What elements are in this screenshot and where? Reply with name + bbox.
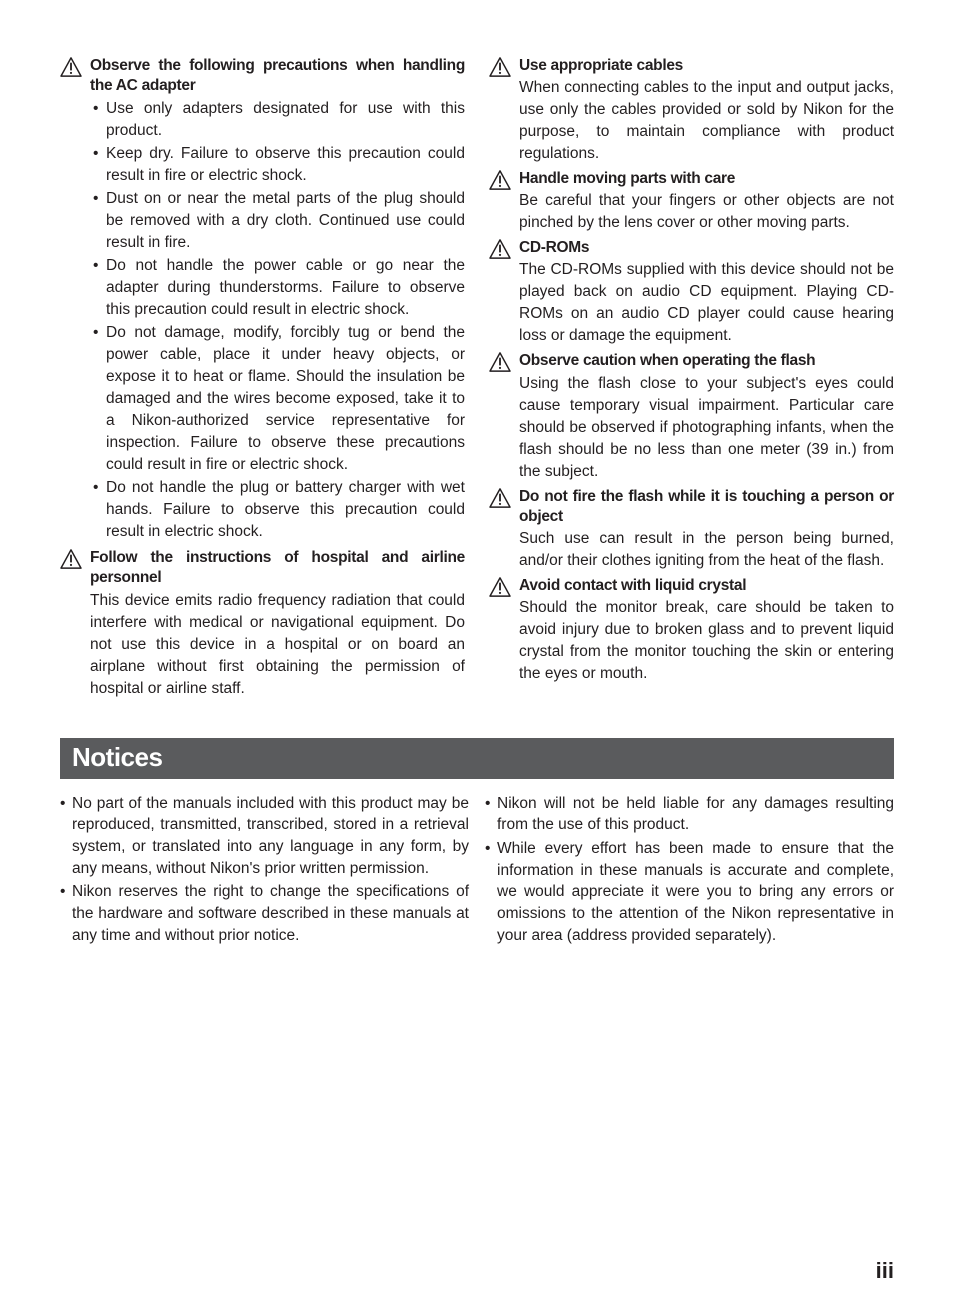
warning-body: Should the monitor break, care should be… xyxy=(519,597,894,685)
notices-list: Nikon will not be held liable for any da… xyxy=(485,793,894,947)
bullet-item: Dust on or near the metal parts of the p… xyxy=(90,188,465,254)
warning-body: Such use can result in the person being … xyxy=(519,528,894,572)
warning-heading: Avoid contact with liquid crystal xyxy=(519,576,894,596)
warning-flash-touch: Do not fire the flash while it is touchi… xyxy=(489,487,894,572)
bullet-item: Do not handle the plug or battery charge… xyxy=(90,477,465,543)
warning-body: Be careful that your fingers or other ob… xyxy=(519,190,894,234)
warning-icon xyxy=(60,56,90,77)
warning-content: Use appropriate cables When connecting c… xyxy=(519,56,894,165)
warning-heading: Observe caution when operating the flash xyxy=(519,351,894,371)
warning-body: Using the flash close to your subject's … xyxy=(519,373,894,483)
warning-icon xyxy=(489,487,519,508)
warning-cables: Use appropriate cables When connecting c… xyxy=(489,56,894,165)
warning-icon xyxy=(489,351,519,372)
notice-item: No part of the manuals included with thi… xyxy=(60,793,469,880)
warning-content: Avoid contact with liquid crystal Should… xyxy=(519,576,894,685)
warning-flash: Observe caution when operating the flash… xyxy=(489,351,894,482)
warning-content: CD-ROMs The CD-ROMs supplied with this d… xyxy=(519,238,894,347)
notice-item: Nikon reserves the right to change the s… xyxy=(60,881,469,946)
warning-content: Follow the instructions of hospital and … xyxy=(90,548,465,699)
warning-cdroms: CD-ROMs The CD-ROMs supplied with this d… xyxy=(489,238,894,347)
warning-body: When connecting cables to the input and … xyxy=(519,77,894,165)
right-column: Use appropriate cables When connecting c… xyxy=(489,56,894,704)
bullet-item: Do not handle the power cable or go near… xyxy=(90,255,465,321)
warning-icon xyxy=(489,238,519,259)
warning-bullets: Use only adapters designated for use wit… xyxy=(90,98,465,543)
notices-columns: No part of the manuals included with thi… xyxy=(60,793,894,949)
notice-item: Nikon will not be held liable for any da… xyxy=(485,793,894,836)
page-number: iii xyxy=(876,1258,894,1284)
warning-hospital-airline: Follow the instructions of hospital and … xyxy=(60,548,465,699)
warning-heading: Observe the following precautions when h… xyxy=(90,56,465,96)
warning-heading: Use appropriate cables xyxy=(519,56,894,76)
bullet-item: Use only adapters designated for use wit… xyxy=(90,98,465,142)
notices-left-column: No part of the manuals included with thi… xyxy=(60,793,469,949)
warning-icon xyxy=(489,169,519,190)
warning-heading: Follow the instructions of hospital and … xyxy=(90,548,465,588)
warning-body: The CD-ROMs supplied with this device sh… xyxy=(519,259,894,347)
warning-icon xyxy=(489,56,519,77)
warning-content: Handle moving parts with care Be careful… xyxy=(519,169,894,234)
notices-list: No part of the manuals included with thi… xyxy=(60,793,469,947)
bullet-item: Keep dry. Failure to observe this precau… xyxy=(90,143,465,187)
notices-heading-bar: Notices xyxy=(60,738,894,779)
notices-right-column: Nikon will not be held liable for any da… xyxy=(485,793,894,949)
warning-content: Observe the following precautions when h… xyxy=(90,56,465,544)
warnings-columns: Observe the following precautions when h… xyxy=(60,56,894,704)
warning-heading: Handle moving parts with care xyxy=(519,169,894,189)
bullet-item: Do not damage, modify, forcibly tug or b… xyxy=(90,322,465,476)
warning-moving-parts: Handle moving parts with care Be careful… xyxy=(489,169,894,234)
warning-ac-adapter: Observe the following precautions when h… xyxy=(60,56,465,544)
warning-content: Observe caution when operating the flash… xyxy=(519,351,894,482)
warning-body: This device emits radio frequency radiat… xyxy=(90,590,465,700)
warning-heading: Do not fire the flash while it is touchi… xyxy=(519,487,894,527)
left-column: Observe the following precautions when h… xyxy=(60,56,465,704)
warning-icon xyxy=(489,576,519,597)
warning-liquid-crystal: Avoid contact with liquid crystal Should… xyxy=(489,576,894,685)
warning-icon xyxy=(60,548,90,569)
warning-heading: CD-ROMs xyxy=(519,238,894,258)
notice-item: While every effort has been made to ensu… xyxy=(485,838,894,946)
warning-content: Do not fire the flash while it is touchi… xyxy=(519,487,894,572)
